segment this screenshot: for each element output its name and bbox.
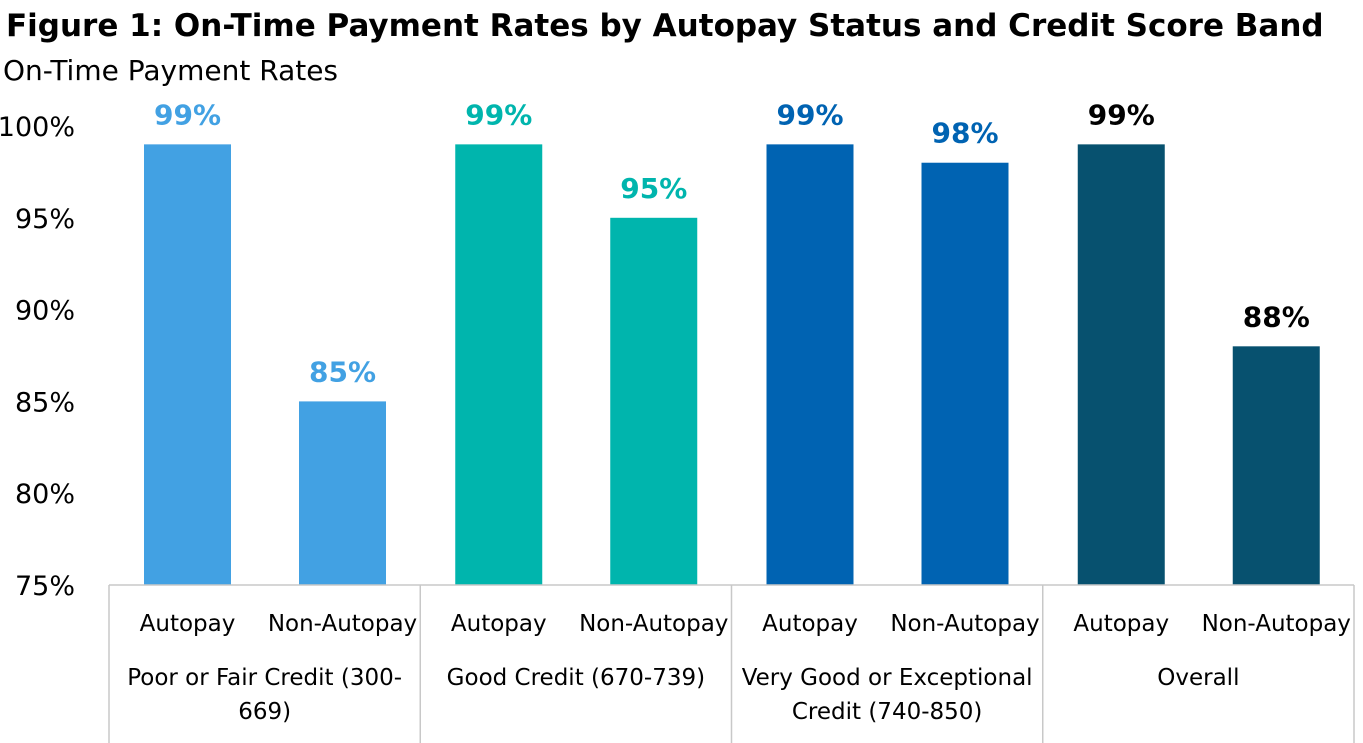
bar-autopay-4 [1077, 144, 1165, 586]
x-group-label: Poor or Fair Credit (300- [127, 665, 402, 691]
y-axis: 100% 95% 90% 85% 80% 75% [0, 112, 75, 602]
x-category-label: Autopay [451, 611, 547, 637]
x-group-label: Overall [1157, 665, 1239, 691]
chart-subtitle: On-Time Payment Rates [3, 54, 338, 87]
bar-autopay-3 [766, 144, 854, 586]
bar-non-autopay-4 [1232, 346, 1320, 585]
data-label: 88% [1243, 300, 1310, 333]
x-group-label: Credit (740-850) [792, 699, 983, 725]
x-group-label: Good Credit (670-739) [447, 665, 705, 691]
bar-autopay-2 [455, 144, 543, 586]
data-label: 85% [309, 355, 376, 388]
y-tick-label: 95% [15, 204, 75, 235]
data-label: 99% [1088, 98, 1155, 131]
x-category-label: Autopay [1073, 611, 1169, 637]
data-label: 99% [154, 98, 221, 131]
value-labels: 99% 85% 99% 95% 99% 98% 99% 88% [154, 98, 1310, 388]
x-group-label: Very Good or Exceptional [742, 665, 1033, 691]
data-label: 95% [620, 172, 687, 205]
bar-autopay-1 [144, 144, 231, 586]
x-category-label: Non-Autopay [1202, 611, 1351, 637]
y-tick-label: 80% [15, 479, 75, 510]
y-tick-label: 90% [15, 296, 75, 327]
x-category-label: Autopay [140, 611, 236, 637]
x-group-label: 669) [238, 699, 291, 725]
y-tick-label: 100% [0, 112, 75, 143]
x-category-label: Autopay [762, 611, 858, 637]
bar-non-autopay-1 [299, 401, 386, 585]
x-axis: Autopay Non-Autopay Poor or Fair Credit (3… [108, 584, 1355, 743]
y-tick-label: 85% [15, 387, 75, 418]
y-tick-label: 75% [15, 571, 75, 602]
x-category-label: Non-Autopay [890, 611, 1039, 637]
x-category-label: Non-Autopay [268, 611, 417, 637]
data-label: 98% [931, 117, 998, 150]
x-category-label: Non-Autopay [579, 611, 728, 637]
bar-non-autopay-2 [610, 217, 698, 586]
chart-title: Figure 1: On-Time Payment Rates by Autop… [6, 8, 1324, 44]
data-label: 99% [776, 98, 843, 131]
bar-non-autopay-3 [921, 162, 1009, 585]
data-label: 99% [465, 98, 532, 131]
bar-series [144, 144, 1320, 586]
